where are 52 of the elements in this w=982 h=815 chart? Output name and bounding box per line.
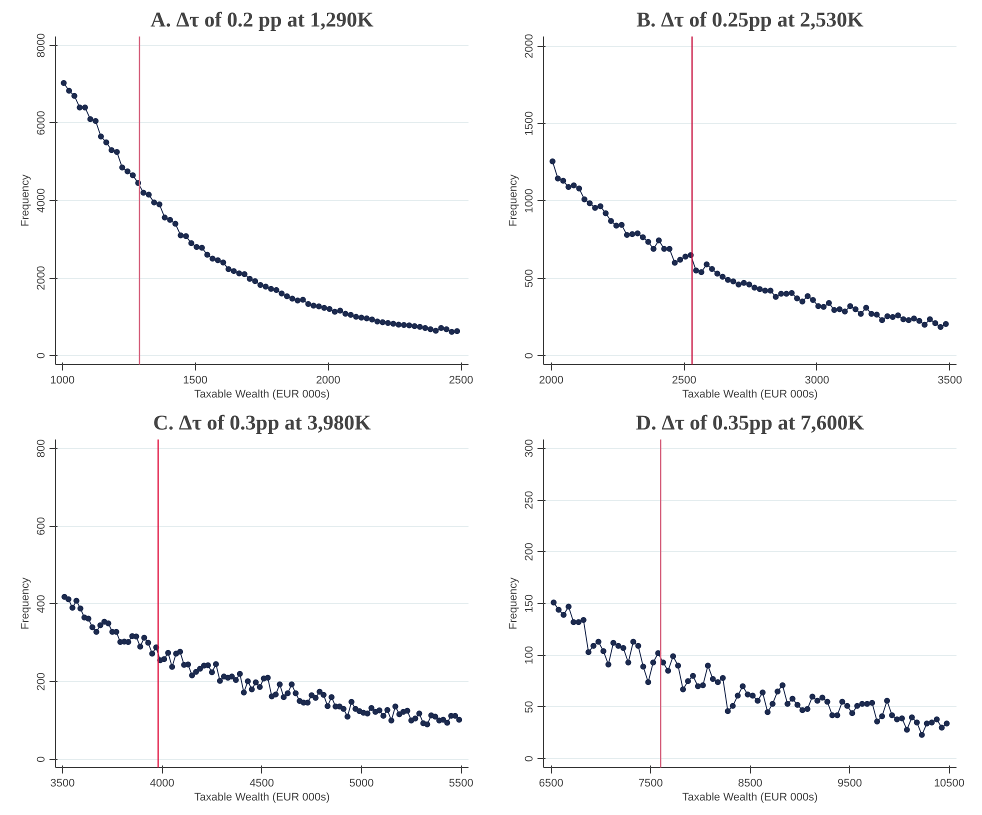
y-axis-title: Frequency (508, 174, 520, 226)
y-tick-label: 800 (36, 439, 48, 458)
y-tick-label: 1500 (524, 111, 536, 136)
y-tick-label: 400 (36, 594, 48, 614)
y-tick-label: 50 (524, 700, 536, 714)
y-tick-label: 1000 (524, 188, 536, 214)
x-axis-title: Taxable Wealth (EUR 000s) (682, 792, 818, 804)
y-tick-label: 2000 (524, 34, 536, 58)
y-tick-label: 8000 (36, 33, 48, 58)
x-tick-label: 2000 (316, 374, 340, 386)
y-tick-label: 0 (524, 352, 536, 359)
x-axis-title: Taxable Wealth (EUR 000s) (194, 792, 330, 804)
x-tick-label: 10500 (934, 778, 965, 790)
x-tick-label: 1500 (183, 374, 208, 386)
y-axis-title: Frequency (508, 577, 520, 630)
y-tick-label: 0 (36, 352, 48, 359)
y-tick-label: 300 (524, 439, 536, 458)
x-axis-title: Taxable Wealth (EUR 000s) (682, 388, 818, 400)
chart-title: C. Δτ of 0.3pp at 3,980K (153, 410, 372, 434)
y-tick-label: 200 (36, 672, 48, 691)
x-tick-label: 2000 (538, 374, 564, 386)
y-tick-label: 0 (524, 756, 536, 762)
x-tick-label: 9500 (837, 778, 862, 790)
x-tick-label: 2500 (448, 374, 474, 386)
y-tick-label: 600 (36, 516, 48, 536)
y-tick-label: 500 (524, 269, 536, 288)
x-axis-title: Taxable Wealth (EUR 000s) (194, 388, 330, 400)
x-tick-label: 3000 (804, 374, 830, 386)
y-axis-title: Frequency (20, 577, 32, 630)
y-axis-title: Frequency (20, 174, 32, 226)
x-tick-label: 1000 (50, 374, 75, 386)
x-tick-label: 6500 (538, 778, 564, 790)
x-tick-label: 4500 (250, 778, 274, 790)
x-tick-label: 4000 (150, 778, 174, 790)
x-tick-label: 3500 (50, 778, 75, 790)
y-tick-label: 4000 (36, 188, 48, 213)
chart-title: B. Δτ of 0.25pp at 2,530K (636, 8, 864, 32)
x-tick-label: 8500 (738, 778, 762, 790)
x-tick-label: 5000 (349, 778, 374, 790)
chart-title: D. Δτ of 0.35pp at 7,600K (636, 410, 865, 434)
y-tick-label: 2000 (36, 266, 48, 290)
x-tick-label: 5500 (448, 778, 474, 790)
y-tick-label: 150 (524, 594, 536, 613)
x-tick-label: 2500 (672, 374, 696, 386)
y-tick-label: 0 (36, 756, 48, 762)
y-tick-label: 6000 (36, 110, 48, 136)
y-tick-label: 250 (524, 490, 536, 510)
chart-title: A. Δτ of 0.2 pp at 1,290K (150, 8, 374, 32)
x-tick-label: 7500 (638, 778, 663, 790)
y-tick-label: 100 (524, 646, 536, 664)
y-tick-label: 200 (524, 542, 536, 561)
x-tick-label: 3500 (938, 374, 962, 386)
